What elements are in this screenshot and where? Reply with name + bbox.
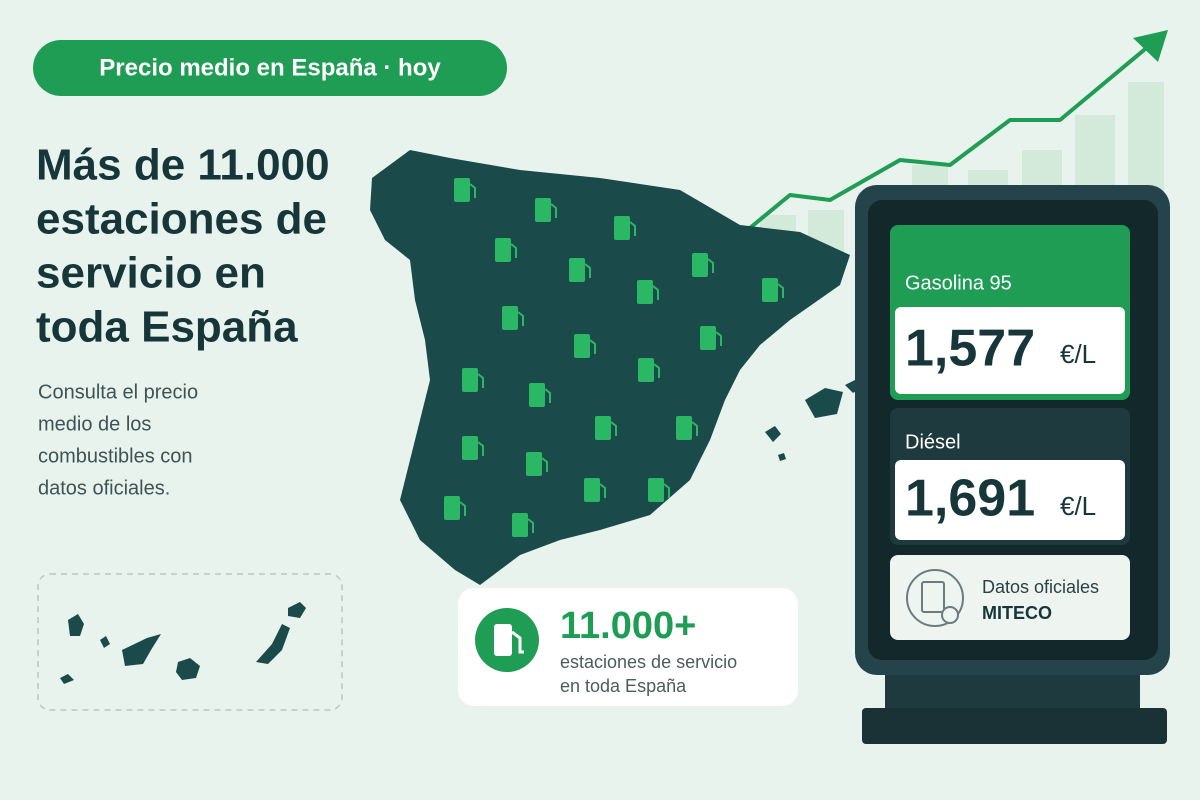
spain-map: [370, 150, 850, 585]
station-hose: [610, 421, 617, 436]
station-icon: [454, 178, 470, 202]
station-hose: [691, 421, 698, 436]
station-hose: [663, 483, 670, 498]
sign-stand: [885, 670, 1140, 714]
station-hose: [653, 363, 660, 378]
station-hose: [541, 457, 548, 472]
station-icon: [648, 478, 664, 502]
description-line: combustibles con: [38, 445, 193, 467]
canary-box: [37, 573, 343, 711]
station-icon: [692, 253, 708, 277]
description: Consulta el precio medio de los combusti…: [38, 381, 198, 499]
station-icon: [676, 416, 692, 440]
station-icon: [614, 216, 630, 240]
headline-line: toda España: [36, 303, 298, 352]
price: 1,691: [905, 470, 1035, 528]
station-hose: [589, 339, 596, 354]
station-icon: [529, 383, 545, 407]
station-hose: [544, 388, 551, 403]
station-icon: [502, 306, 518, 330]
source-icon: [906, 569, 964, 627]
station-hose: [510, 243, 517, 258]
price-box: [895, 460, 1125, 540]
stat-card: [458, 588, 798, 706]
station-hose: [469, 183, 476, 198]
price-unit: €/L: [1060, 339, 1096, 369]
headline-line: estaciones de: [36, 195, 327, 244]
price: 1,577: [905, 320, 1035, 378]
station-icon: [638, 358, 654, 382]
station-icon: [569, 258, 585, 282]
fuel-label: Gasolina 95: [905, 272, 1012, 294]
description-line: medio de los: [38, 413, 151, 435]
station-icon: [462, 368, 478, 392]
station-hose: [599, 483, 606, 498]
stat-number: 11.000+: [560, 605, 696, 647]
station-hose: [527, 518, 534, 533]
station-hose: [517, 311, 524, 326]
station-hose: [777, 283, 784, 298]
headline-line: servicio en: [36, 249, 266, 298]
check-icon: [941, 606, 959, 624]
station-hose: [477, 441, 484, 456]
station-hose: [715, 331, 722, 346]
station-icon: [495, 238, 511, 262]
source-panel: [890, 555, 1130, 640]
sign-base: [862, 708, 1167, 744]
station-icon: [512, 513, 528, 537]
source-line: MITECO: [982, 603, 1052, 623]
document-icon: [921, 581, 945, 613]
canary-islands: [60, 602, 306, 684]
headline: Más de 11.000 estaciones de servicio en …: [36, 141, 330, 352]
station-hose: [584, 263, 591, 278]
description-line: Consulta el precio: [38, 381, 198, 403]
stat-caption: estaciones de servicio: [560, 652, 737, 672]
station-icon: [462, 436, 478, 460]
station-hose: [459, 501, 466, 516]
station-icon: [595, 416, 611, 440]
stat-caption: en toda España: [560, 676, 687, 696]
price-unit: €/L: [1060, 491, 1096, 521]
station-hose: [477, 373, 484, 388]
station-icon: [700, 326, 716, 350]
badge-text: Precio medio en España · hoy: [99, 54, 441, 81]
station-hose: [707, 258, 714, 273]
station-icon: [535, 198, 551, 222]
station-icon: [637, 280, 653, 304]
trend-arrow: [743, 43, 1152, 234]
fuel-label: Diésel: [905, 431, 961, 453]
station-icon: [584, 478, 600, 502]
pump-hose: [511, 630, 524, 654]
arrow-head: [1133, 30, 1168, 62]
description-line: datos oficiales.: [38, 477, 170, 499]
station-hose: [652, 285, 659, 300]
station-icon: [444, 496, 460, 520]
station-hose: [550, 203, 557, 218]
price-box: [895, 307, 1125, 394]
headline-line: Más de 11.000: [36, 141, 330, 190]
badge: [33, 40, 507, 96]
station-icons: [444, 178, 784, 537]
pump-icon: [494, 624, 512, 656]
station-hose: [629, 221, 636, 236]
source-line: Datos oficiales: [982, 577, 1099, 597]
station-icon: [526, 452, 542, 476]
station-icon: [574, 334, 590, 358]
station-icon: [762, 278, 778, 302]
